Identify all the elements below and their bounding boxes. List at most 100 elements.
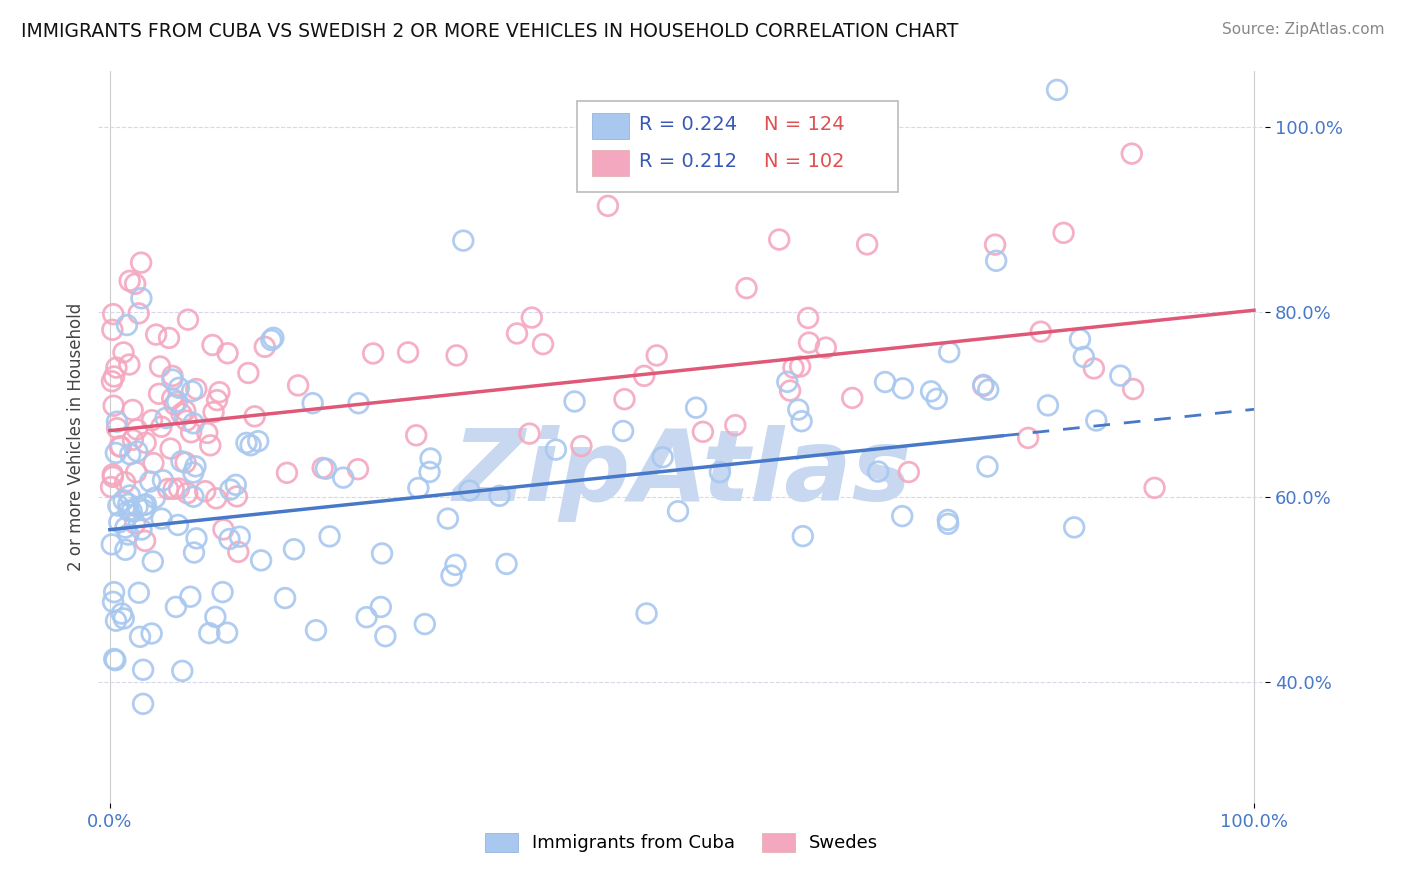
Point [107, 499, 129, 513]
Point [150, 511, 173, 525]
Point [437, 511, 460, 525]
Point [132, 503, 155, 517]
Point [976, 459, 998, 474]
Point [274, 591, 297, 605]
Point [305, 624, 328, 638]
Point [520, 310, 543, 325]
Point [198, 626, 221, 640]
Text: R = 0.224: R = 0.224 [638, 115, 737, 135]
Point [1036, 398, 1059, 412]
Text: R = 0.212: R = 0.212 [638, 152, 737, 171]
Point [519, 426, 541, 441]
Point [103, 307, 125, 321]
Point [260, 333, 283, 347]
Point [405, 428, 427, 442]
Point [184, 459, 207, 474]
Text: ZipAtlas: ZipAtlas [453, 425, 911, 522]
Point [131, 291, 153, 305]
Point [253, 340, 276, 354]
Point [797, 335, 820, 350]
Point [181, 466, 204, 480]
Point [163, 482, 186, 496]
Point [370, 599, 392, 614]
Point [201, 338, 224, 352]
Point [118, 358, 141, 372]
Point [229, 530, 252, 544]
Point [218, 532, 240, 546]
Point [789, 359, 811, 374]
Point [127, 444, 149, 458]
Point [117, 527, 139, 541]
Point [128, 586, 150, 600]
Point [180, 425, 202, 440]
Point [495, 557, 517, 571]
Point [112, 493, 135, 508]
FancyBboxPatch shape [592, 150, 630, 176]
Point [104, 446, 127, 460]
Point [132, 697, 155, 711]
Point [101, 595, 124, 609]
FancyBboxPatch shape [576, 101, 898, 192]
Point [181, 384, 204, 399]
Point [129, 255, 152, 269]
Point [782, 360, 804, 375]
Point [157, 331, 180, 345]
Point [100, 537, 122, 551]
Point [936, 513, 959, 527]
Point [166, 394, 188, 409]
Point [544, 442, 567, 457]
Point [205, 491, 228, 506]
Point [142, 554, 165, 568]
Point [115, 318, 138, 332]
Point [100, 480, 122, 494]
Point [1122, 382, 1144, 396]
Point [103, 399, 125, 413]
Point [176, 486, 198, 500]
Point [287, 378, 309, 392]
Point [172, 664, 194, 678]
Point [132, 498, 155, 512]
Point [792, 529, 814, 543]
Point [356, 610, 378, 624]
Point [225, 478, 247, 492]
Point [1069, 332, 1091, 346]
Point [235, 436, 257, 450]
Legend: Immigrants from Cuba, Swedes: Immigrants from Cuba, Swedes [478, 826, 886, 860]
Point [200, 438, 222, 452]
Point [977, 383, 1000, 397]
Point [117, 497, 139, 511]
Point [936, 516, 959, 531]
Point [645, 348, 668, 362]
Point [132, 663, 155, 677]
Point [167, 482, 190, 496]
Point [148, 386, 170, 401]
Point [129, 630, 152, 644]
Point [195, 425, 218, 440]
Point [1029, 325, 1052, 339]
Point [371, 546, 394, 560]
Point [458, 483, 481, 498]
Point [488, 489, 510, 503]
Point [238, 366, 260, 380]
Point [666, 504, 689, 518]
Point [124, 516, 146, 531]
Point [506, 326, 529, 341]
Point [122, 433, 145, 447]
FancyBboxPatch shape [592, 113, 630, 139]
Point [121, 403, 143, 417]
Point [212, 523, 235, 537]
Point [250, 553, 273, 567]
Point [920, 384, 942, 399]
Point [101, 467, 124, 482]
Point [347, 396, 370, 410]
Point [145, 327, 167, 342]
Point [149, 359, 172, 374]
Point [1085, 413, 1108, 427]
Point [142, 456, 165, 470]
Point [162, 373, 184, 387]
Point [633, 368, 655, 383]
Point [170, 407, 193, 421]
Point [139, 475, 162, 489]
Point [103, 652, 125, 666]
Point [174, 404, 197, 418]
